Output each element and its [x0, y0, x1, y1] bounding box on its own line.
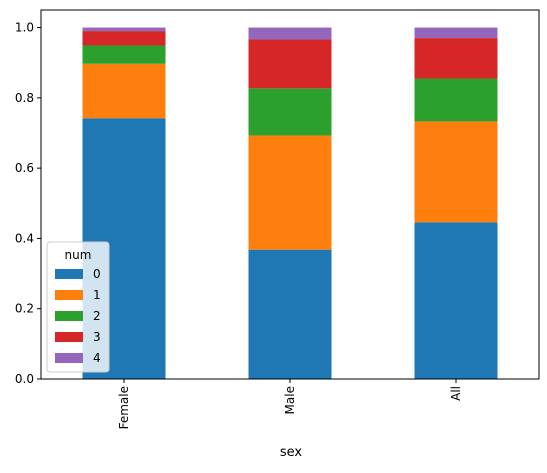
bar-segment-all-0 — [414, 222, 498, 379]
bar-segment-male-0 — [248, 249, 332, 379]
x-axis-label: sex — [280, 445, 303, 460]
bar-segment-male-1 — [248, 135, 332, 250]
bar-segment-female-1 — [82, 63, 166, 119]
legend-label-2: 2 — [93, 309, 101, 323]
bar-segment-all-2 — [414, 78, 498, 122]
y-tick-label: 0.6 — [15, 161, 34, 175]
legend-swatch-3 — [55, 332, 83, 342]
y-tick-label: 0.4 — [15, 231, 34, 245]
legend-label-1: 1 — [93, 288, 101, 302]
bar-segment-male-2 — [248, 88, 332, 136]
legend-label-4: 4 — [93, 351, 101, 365]
bar-segment-all-1 — [414, 121, 498, 223]
bar-segment-male-4 — [248, 27, 332, 40]
y-tick-label: 1.0 — [15, 21, 34, 35]
bar-segment-female-3 — [82, 31, 166, 46]
bar-segment-male-3 — [248, 39, 332, 89]
x-tick-label-male: Male — [283, 386, 297, 414]
x-tick-label-all: All — [449, 386, 463, 401]
x-tick-label-female: Female — [117, 386, 131, 429]
legend-label-3: 3 — [93, 330, 101, 344]
legend-swatch-2 — [55, 311, 83, 321]
y-tick-label: 0.8 — [15, 91, 34, 105]
bar-segment-all-4 — [414, 27, 498, 39]
bars-layer — [82, 27, 498, 380]
ticks-layer: 0.0 0.2 0.4 0.6 0.8 1.0 Female Male All — [15, 21, 463, 430]
bar-segment-female-4 — [82, 27, 166, 32]
y-tick-label: 0.2 — [15, 302, 34, 316]
legend-swatch-1 — [55, 290, 83, 300]
bar-segment-all-3 — [414, 38, 498, 79]
y-tick-label: 0.0 — [15, 372, 34, 386]
legend-title: num — [65, 248, 92, 262]
legend-label-0: 0 — [93, 267, 101, 281]
legend-swatch-4 — [55, 353, 83, 363]
bar-segment-female-2 — [82, 45, 166, 64]
legend-swatch-0 — [55, 269, 83, 279]
